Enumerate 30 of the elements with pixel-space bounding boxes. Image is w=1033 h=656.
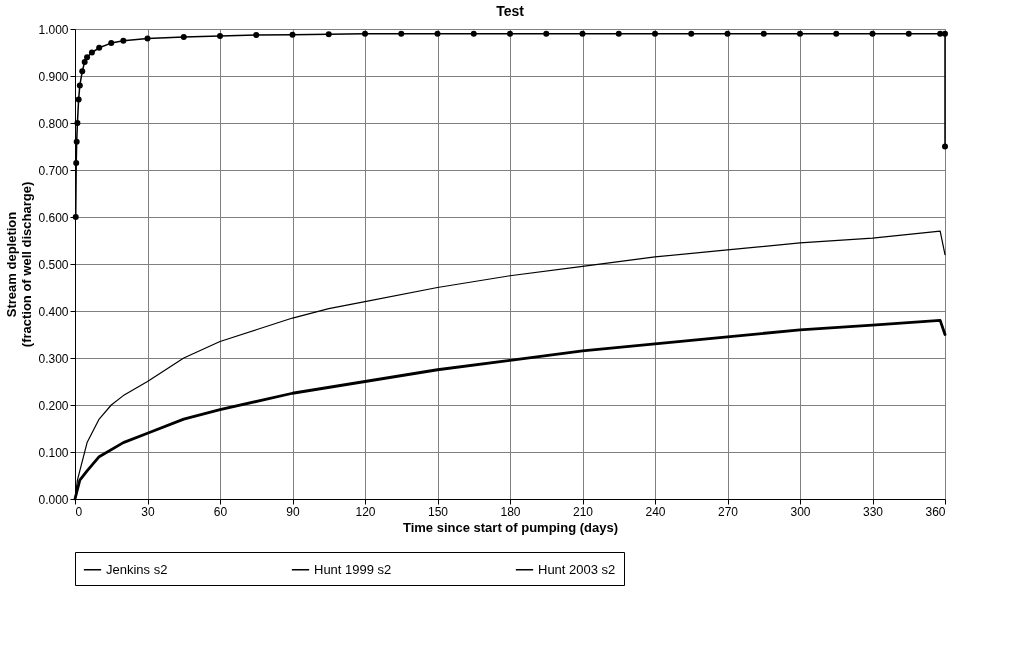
- x-tick-label: 180: [500, 504, 521, 519]
- y-axis-title: Stream depletion (fraction of well discharge): [4, 181, 35, 348]
- x-tick-label: 270: [717, 504, 739, 519]
- x-tick-label: 90: [286, 504, 300, 519]
- y-tick-label: 0.100: [38, 445, 69, 460]
- x-tick-label: 0: [75, 504, 83, 519]
- x-tick-label: 60: [213, 504, 228, 519]
- y-tick-label: 0.000: [38, 492, 69, 507]
- y-tick-label: 0.900: [38, 69, 69, 84]
- y-tick-label: 0.500: [38, 257, 69, 272]
- y-tick-label: 0.300: [38, 351, 69, 366]
- x-tick-label: 360: [925, 504, 946, 519]
- x-tick-label: 150: [427, 504, 449, 519]
- x-tick-label: 120: [355, 504, 376, 519]
- legend-label: Hunt 2003 s2: [538, 561, 616, 577]
- y-tick-label: 0.800: [38, 116, 69, 131]
- x-tick-label: 210: [572, 504, 594, 519]
- legend-label: Hunt 1999 s2: [314, 561, 392, 577]
- chart-title: Test: [496, 3, 525, 19]
- legend-label: Jenkins s2: [106, 561, 168, 577]
- y-tick-label: 0.200: [38, 398, 69, 413]
- x-tick-label: 330: [862, 504, 884, 519]
- x-tick-label: 300: [790, 504, 811, 519]
- x-tick-label: 240: [645, 504, 666, 519]
- x-axis-title: Time since start of pumping (days): [402, 519, 619, 535]
- y-tick-label: 0.700: [38, 163, 69, 178]
- x-tick-label: 30: [141, 504, 155, 519]
- y-tick-label: 1.000: [38, 22, 69, 37]
- y-tick-label: 0.400: [38, 304, 69, 319]
- y-tick-label: 0.600: [38, 210, 69, 225]
